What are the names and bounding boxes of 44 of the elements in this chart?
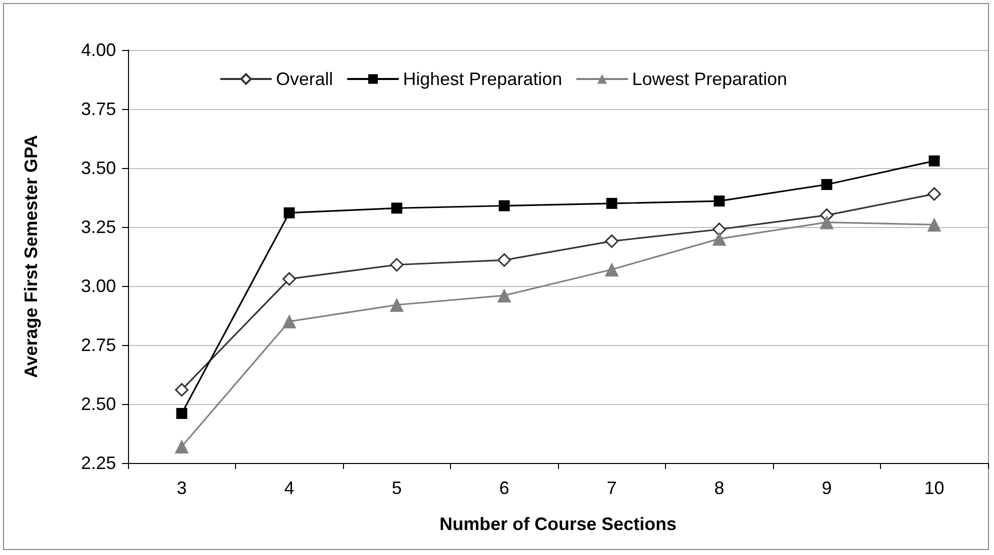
- y-tick-label: 3.25: [80, 217, 116, 237]
- point: [284, 207, 295, 218]
- point: [498, 253, 511, 267]
- x-tick-label: 7: [606, 478, 617, 498]
- point: [391, 202, 402, 214]
- x-tick-label: 8: [714, 478, 724, 498]
- point: [821, 179, 832, 190]
- point: [927, 218, 942, 232]
- x-tick-label: 5: [392, 478, 402, 498]
- point: [605, 234, 618, 248]
- y-tick-label: 2.75: [80, 335, 116, 355]
- point: [390, 258, 404, 272]
- x-tick-label: 9: [822, 478, 832, 498]
- point: [928, 187, 941, 201]
- legend-label: Highest Preparation: [403, 69, 562, 89]
- point: [282, 314, 296, 328]
- point: [282, 272, 296, 286]
- legend-label: Lowest Preparation: [632, 69, 788, 89]
- y-tick-label: 4.00: [80, 40, 116, 60]
- point: [712, 232, 726, 246]
- point: [712, 222, 726, 236]
- x-axis-title: Number of Course Sections: [439, 514, 677, 534]
- y-tick-label: 3.75: [80, 99, 116, 119]
- point: [175, 383, 188, 397]
- point: [498, 200, 510, 212]
- point: [714, 196, 725, 207]
- point: [390, 298, 404, 312]
- x-tick-label: 10: [924, 478, 944, 498]
- point: [497, 288, 512, 302]
- legend-label: Overall: [276, 69, 334, 89]
- x-tick-label: 6: [499, 478, 510, 498]
- y-axis-title: Average First Semester GPA: [21, 134, 41, 378]
- y-tick-label: 3.00: [80, 276, 116, 296]
- point: [820, 215, 834, 230]
- point: [604, 262, 619, 276]
- y-tick-label: 2.50: [80, 394, 116, 414]
- point: [606, 198, 618, 209]
- point: [174, 439, 189, 454]
- y-tick-label: 2.25: [80, 453, 116, 473]
- x-tick-label: 3: [176, 478, 187, 498]
- x-tick-label: 4: [284, 478, 294, 498]
- point: [928, 155, 940, 166]
- y-tick-label: 3.50: [80, 158, 116, 178]
- point: [176, 408, 188, 419]
